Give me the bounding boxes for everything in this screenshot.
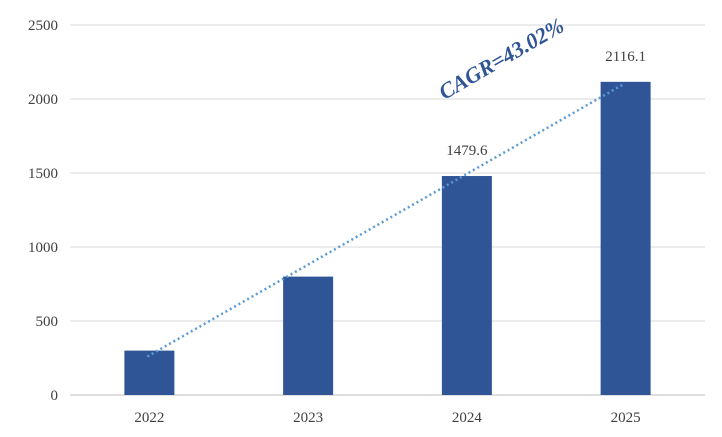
- bar-2022: [124, 350, 175, 395]
- y-tick-label: 2500: [28, 18, 58, 34]
- y-tick-label: 1500: [28, 166, 58, 182]
- y-tick-label: 2000: [28, 92, 58, 108]
- x-tick-label: 2022: [134, 410, 164, 426]
- y-tick-label: 1000: [28, 240, 58, 256]
- x-tick-label: 2025: [611, 410, 641, 426]
- cagr-trendline: [146, 83, 625, 358]
- data-labels: 1479.6 2116.1: [446, 49, 646, 159]
- bar-2024: [441, 176, 492, 395]
- cagr-annotation: CAGR=43.02%: [434, 13, 568, 105]
- y-tick-label: 0: [51, 388, 59, 404]
- bars: [124, 81, 651, 395]
- bar-2023: [283, 276, 334, 395]
- x-tick-label: 2023: [293, 410, 323, 426]
- data-label-2025: 2116.1: [605, 49, 646, 65]
- y-axis-ticks: 0 500 1000 1500 2000 2500: [28, 18, 58, 404]
- data-label-2024: 1479.6: [446, 143, 488, 159]
- x-tick-label: 2024: [452, 410, 483, 426]
- x-axis-ticks: 2022 2023 2024 2025: [134, 410, 640, 426]
- y-tick-label: 500: [36, 314, 59, 330]
- bar-2025: [600, 81, 651, 395]
